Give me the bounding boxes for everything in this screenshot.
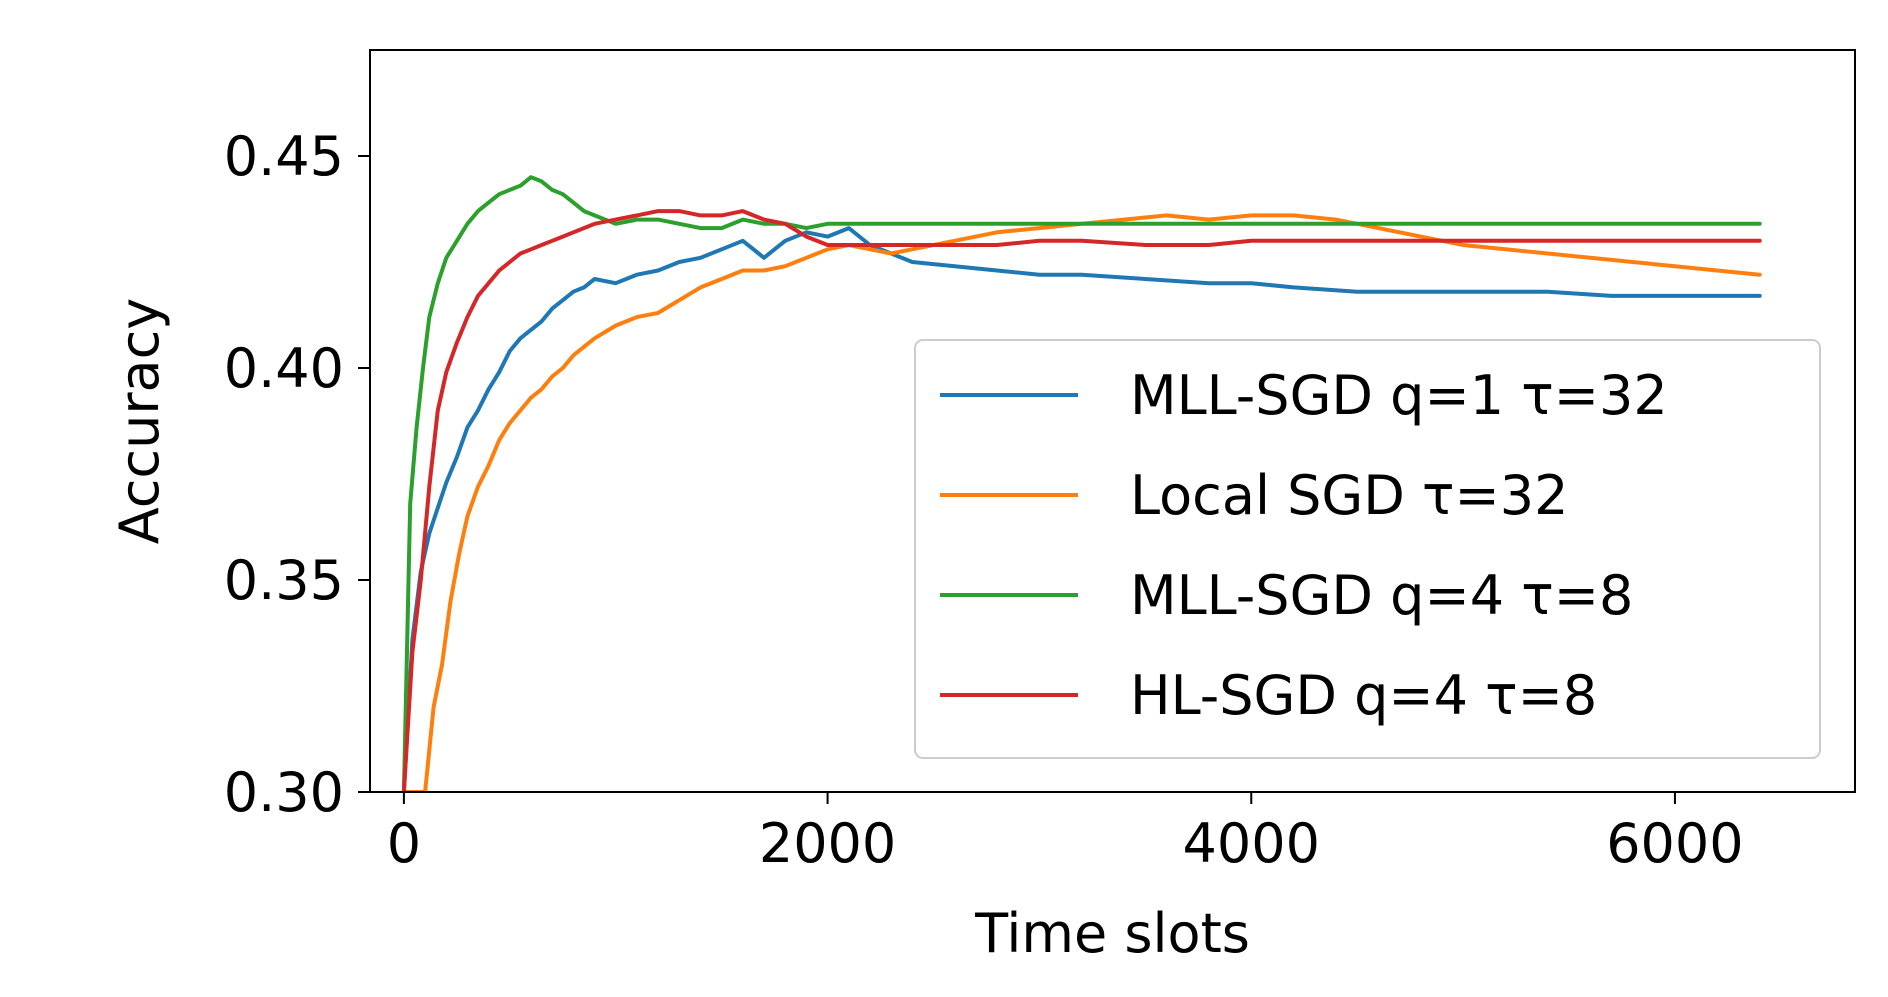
series-line-3 — [401, 175, 1762, 792]
y-axis-label: Accuracy — [108, 298, 171, 545]
x-tick-label: 4000 — [1183, 812, 1320, 875]
y-tick-label: 0.35 — [224, 549, 344, 612]
x-tick-label: 2000 — [759, 812, 896, 875]
y-axis: 0.30 0.35 0.40 0.45 — [224, 125, 370, 824]
legend-box — [914, 339, 1821, 759]
series-line-2 — [401, 213, 1762, 792]
legend: MLL-SGD q=1 τ=32 Local SGD τ=32 MLL-SGD q=… — [914, 339, 1821, 759]
y-tick-label: 0.40 — [224, 337, 344, 400]
y-tick-label: 0.45 — [224, 125, 344, 188]
x-axis: 0 2000 4000 6000 — [387, 792, 1744, 875]
axes-frame — [369, 49, 1856, 793]
legend-label-2: Local SGD τ=32 — [1130, 464, 1568, 527]
series-line-1 — [401, 226, 1762, 792]
y-tick-label: 0.30 — [224, 761, 344, 824]
legend-label-4: HL-SGD q=4 τ=8 — [1130, 664, 1597, 727]
series-line-4 — [401, 209, 1762, 792]
legend-label-3: MLL-SGD q=4 τ=8 — [1130, 564, 1633, 627]
x-axis-label: Time slots — [974, 902, 1250, 965]
x-tick-label: 6000 — [1606, 812, 1743, 875]
x-tick-label: 0 — [387, 812, 421, 875]
legend-label-1: MLL-SGD q=1 τ=32 — [1130, 364, 1668, 427]
